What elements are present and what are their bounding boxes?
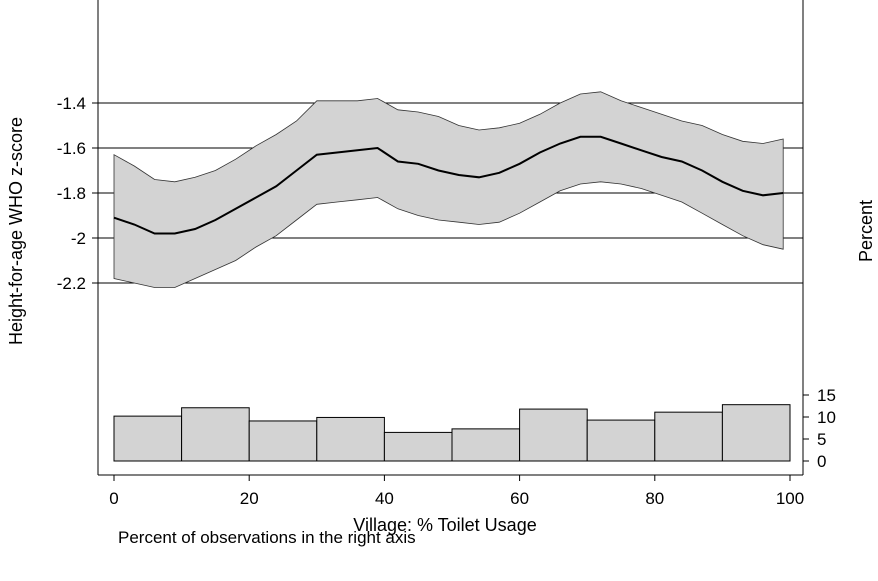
histogram-bar-3: [316, 416, 385, 462]
right-axis-label: Percent: [856, 200, 876, 262]
left-tick-label-4: -2.2: [57, 274, 86, 293]
x-tick-labels: 0 20 40 60 80 100: [109, 489, 804, 508]
left-tick-label-3: -2: [71, 229, 86, 248]
right-tick-labels: 15 10 5 0: [817, 386, 836, 471]
right-tick-label-2: 5: [817, 430, 826, 449]
x-tick-label-1: 20: [240, 489, 259, 508]
right-tick-label-0: 15: [817, 386, 836, 405]
histogram-bar-8: [654, 411, 723, 462]
left-tick-labels: -1.4 -1.6 -1.8 -2 -2.2: [57, 94, 86, 293]
histogram-bar-4: [383, 431, 453, 462]
right-tick-label-3: 0: [817, 452, 826, 471]
left-tick-label-2: -1.8: [57, 184, 86, 203]
histogram: [113, 404, 791, 462]
left-axis-label: Height-for-age WHO z-score: [6, 117, 26, 345]
histogram-bar-2: [248, 420, 318, 462]
histogram-bar-7: [586, 419, 656, 462]
histogram-bar-0: [113, 415, 183, 462]
x-tick-label-0: 0: [109, 489, 118, 508]
histogram-bar-5: [451, 428, 521, 462]
left-tick-label-0: -1.4: [57, 94, 86, 113]
x-tick-label-5: 100: [776, 489, 804, 508]
x-axis-label: Village: % Toilet Usage: [353, 515, 536, 535]
left-tick-label-1: -1.6: [57, 139, 86, 158]
fitted-line: [113, 135, 784, 235]
x-tick-label-4: 80: [645, 489, 664, 508]
axes: [92, 0, 809, 481]
histogram-bar-9: [721, 404, 791, 462]
x-tick-label-2: 40: [375, 489, 394, 508]
histogram-bar-1: [181, 407, 250, 462]
x-tick-label-3: 60: [510, 489, 529, 508]
chart-note: Percent of observations in the right axi…: [118, 528, 416, 547]
histogram-bar-6: [519, 408, 588, 462]
right-tick-label-1: 10: [817, 408, 836, 427]
confidence-band: [113, 91, 784, 288]
